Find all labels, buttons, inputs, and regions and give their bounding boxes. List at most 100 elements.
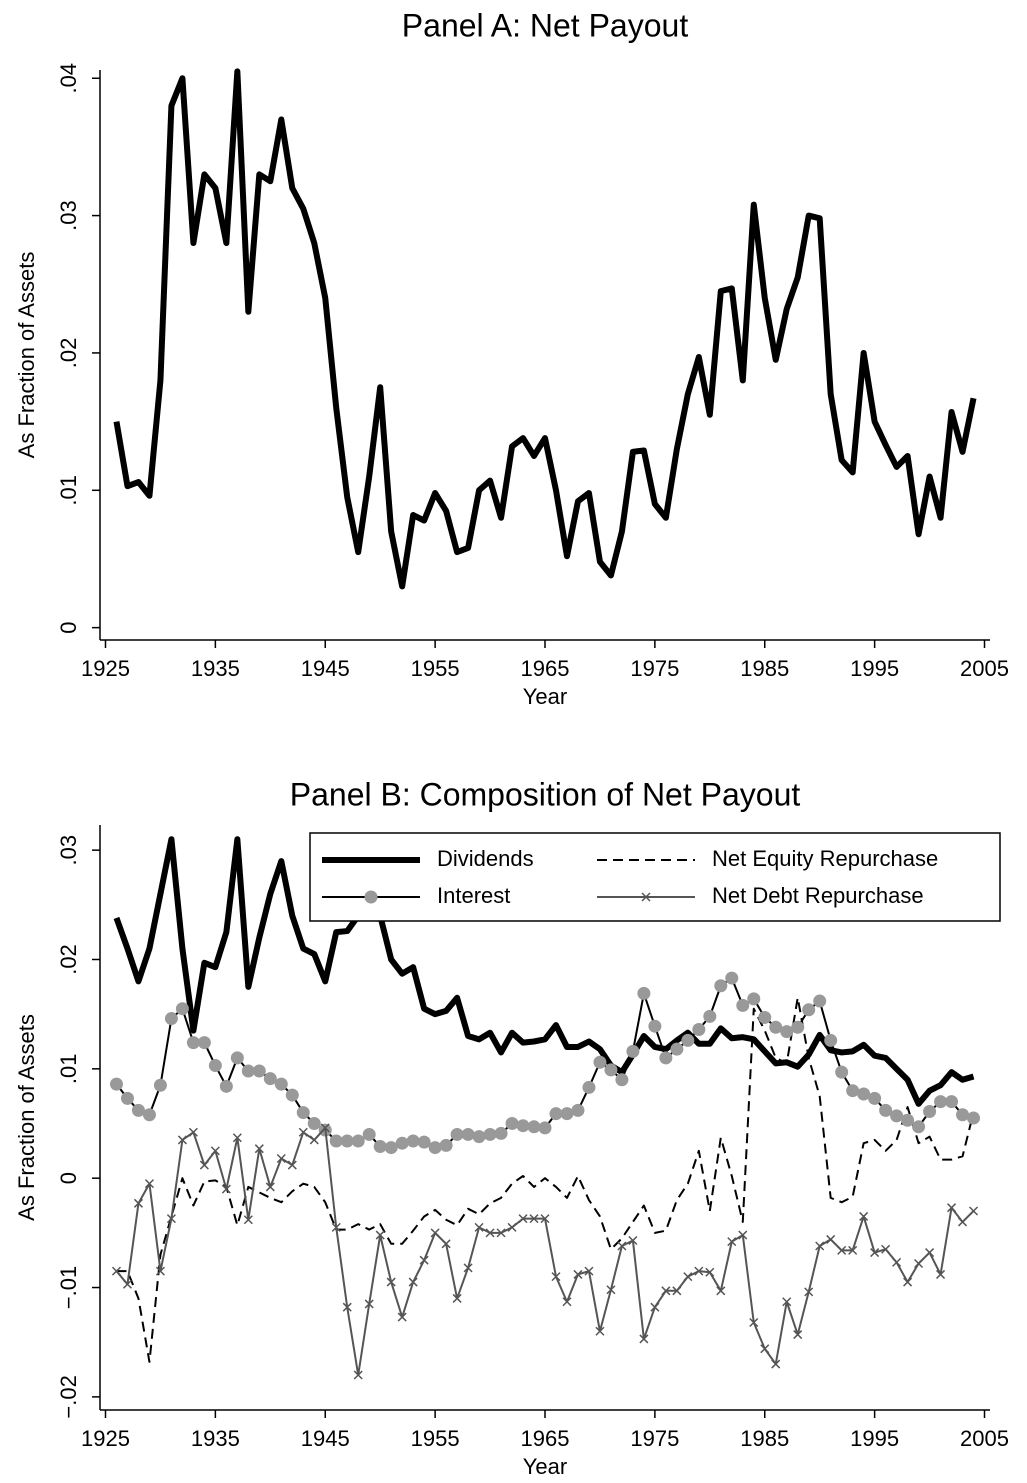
legend-label: Interest [437,883,510,908]
marker [705,1267,715,1277]
marker [518,1214,528,1224]
marker [419,1255,429,1265]
marker [802,1003,816,1017]
x-tick-label: 1965 [521,656,570,681]
y-axis-label: As Fraction of Assets [14,1014,39,1221]
marker [595,1326,605,1336]
marker [186,1036,200,1050]
marker [804,1287,814,1297]
marker [298,1127,308,1137]
marker [175,1002,189,1016]
y-tick-label: .02 [56,944,81,975]
marker [177,1135,187,1145]
marker [758,1010,772,1024]
marker [441,1239,451,1249]
y-tick-label: .03 [56,200,81,231]
marker [483,1127,497,1141]
marker [474,1222,484,1232]
marker [661,1286,671,1296]
y-tick-label: .03 [56,835,81,866]
y-tick-label: 0 [56,1172,81,1184]
marker [221,1184,231,1194]
x-axis-label: Year [523,684,567,709]
marker [142,1108,156,1122]
marker [450,1127,464,1141]
x-tick-label: 1955 [411,656,460,681]
y-tick-label: .01 [56,475,81,506]
marker [309,1135,319,1145]
marker [386,1277,396,1287]
legend-label: Dividends [437,846,534,871]
marker [793,1330,803,1340]
marker [604,1063,618,1077]
marker [736,998,750,1012]
marker [527,1120,541,1134]
marker [505,1117,519,1131]
marker [914,1258,924,1269]
x-tick-label: 1935 [191,1426,240,1451]
y-tick-label: .04 [56,63,81,94]
marker [881,1244,891,1254]
marker [672,1286,682,1296]
y-tick-label: .01 [56,1054,81,1085]
y-tick-label: −.01 [56,1266,81,1309]
marker [683,1272,693,1282]
marker [593,1055,607,1069]
marker [780,1025,794,1039]
marker [727,1237,737,1247]
x-tick-label: 1925 [81,1426,130,1451]
legend-box [309,832,1001,922]
marker [263,1072,277,1086]
x-tick-label: 1935 [191,656,240,681]
legend-label: Net Debt Repurchase [712,883,924,908]
x-tick-label: 1975 [630,656,679,681]
marker [120,1091,134,1105]
marker [615,1073,629,1087]
marker [826,1234,836,1244]
marker [694,1266,704,1276]
x-tick-label: 1955 [411,1426,460,1451]
marker [848,1245,858,1255]
marker [331,1222,341,1232]
marker [111,1266,122,1276]
legend-label: Net Equity Repurchase [712,846,938,871]
marker [892,1257,902,1267]
marker [703,1009,717,1023]
marker [439,1138,453,1152]
marker [144,1179,154,1189]
x-tick-label: 1995 [850,1426,899,1451]
marker [947,1203,957,1213]
series-line [115,1126,975,1377]
marker [551,1272,561,1282]
marker [760,1344,770,1354]
marker [188,1127,198,1137]
marker [769,1020,783,1034]
marker [538,1121,552,1135]
y-tick-label: .02 [56,338,81,369]
marker [573,1269,583,1279]
marker [307,1117,321,1131]
marker [637,986,651,1000]
marker [824,1033,838,1047]
marker [617,1241,627,1251]
marker [945,1095,959,1109]
marker [936,1269,946,1279]
x-tick-label: 1975 [630,1426,679,1451]
marker [463,1263,473,1273]
marker [967,1111,981,1125]
marker [659,1051,673,1065]
marker [265,1182,275,1192]
marker [494,1126,508,1140]
marker [562,1297,572,1307]
marker [835,1065,849,1079]
marker [879,1103,893,1117]
marker [166,1214,176,1224]
y-tick-label: −.02 [56,1375,81,1418]
marker [397,1312,407,1322]
marker [287,1160,297,1170]
marker [461,1127,475,1141]
marker [639,1334,649,1344]
marker [813,994,827,1008]
marker [529,1214,539,1224]
